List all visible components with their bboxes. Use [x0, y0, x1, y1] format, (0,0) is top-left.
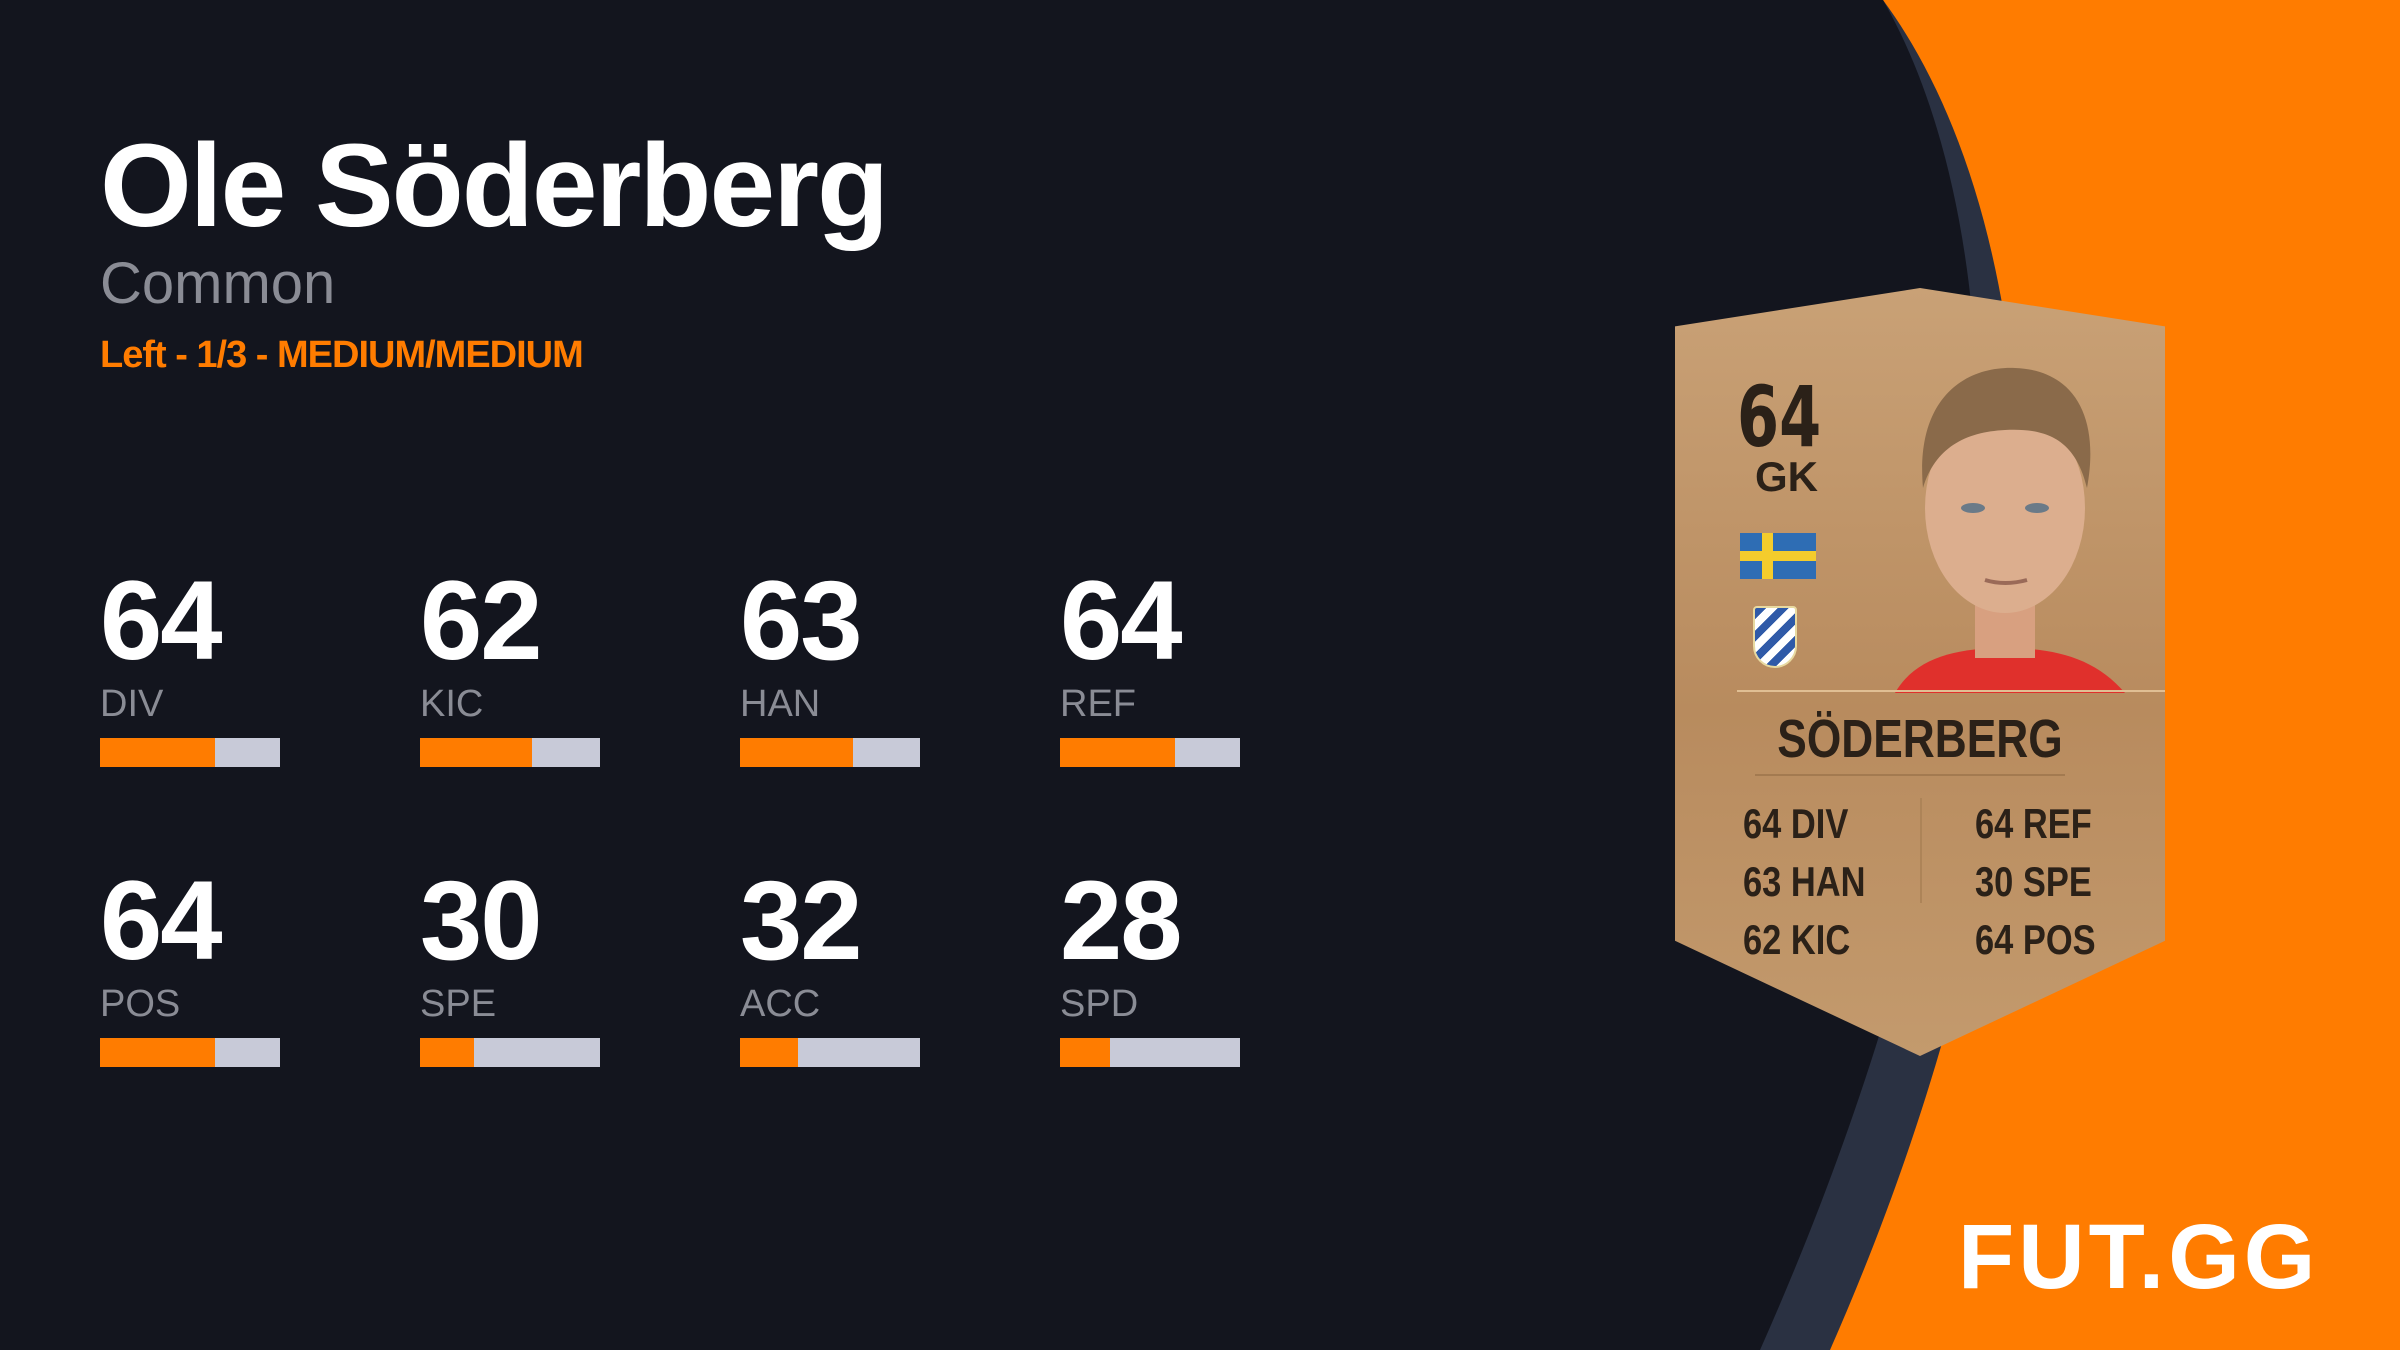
stat-bar — [740, 1038, 920, 1067]
stat-bar-fill — [420, 1038, 474, 1067]
card-divider — [1737, 690, 2165, 692]
card-stat: 64 DIV — [1743, 800, 1849, 847]
stat-label: DIV — [100, 683, 164, 725]
card-stat: 30 SPE — [1975, 858, 2092, 905]
stat-value: 64 — [1060, 558, 1183, 683]
stat-bar-fill — [100, 738, 216, 767]
stat-label: HAN — [740, 683, 821, 725]
stat-label: ACC — [740, 983, 821, 1025]
stat-bar — [1060, 738, 1240, 767]
card-rating: 64 — [1737, 368, 1822, 466]
stat-value: 62 — [420, 558, 543, 683]
stat-bar-fill — [1060, 738, 1176, 767]
stat-bar — [100, 738, 280, 767]
stat-bar — [420, 738, 600, 767]
stat-spe: 30 SPE — [420, 865, 600, 1067]
card-position: GK — [1755, 453, 1818, 500]
card-stat: 63 HAN — [1743, 858, 1866, 905]
stat-value: 32 — [740, 858, 863, 983]
stat-label: KIC — [420, 683, 484, 725]
stat-bar — [1060, 1038, 1240, 1067]
sweden-flag-icon — [1740, 533, 1816, 579]
stat-spd: 28 SPD — [1060, 865, 1240, 1067]
stat-value: 64 — [100, 858, 223, 983]
club-crest-icon — [1753, 606, 1797, 668]
stat-bar-fill — [740, 738, 854, 767]
player-details: Left - 1/3 - MEDIUM/MEDIUM — [100, 334, 584, 376]
card-stat: 64 REF — [1975, 800, 2092, 847]
stat-value: 30 — [420, 858, 543, 983]
stat-kic: 62 KIC — [420, 565, 600, 767]
stat-bar-fill — [420, 738, 532, 767]
rarity: Common — [100, 251, 336, 316]
card-name: SÖDERBERG — [1777, 709, 2063, 769]
player-photo — [1895, 367, 2125, 693]
card-name-underline — [1755, 774, 2065, 776]
stat-bar — [740, 738, 920, 767]
stat-bar-fill — [100, 1038, 216, 1067]
stat-label: POS — [100, 983, 181, 1025]
stat-pos: 64 POS — [100, 865, 280, 1067]
stat-value: 63 — [740, 558, 863, 683]
stat-value: 28 — [1060, 858, 1183, 983]
stat-value: 64 — [100, 558, 223, 683]
stat-bar-fill — [1060, 1038, 1111, 1067]
player-card: 64 GK SÖDERBERG 64 DIV 63 HAN 62 KIC 64 … — [1675, 288, 2165, 1056]
card-stat: 62 KIC — [1743, 916, 1851, 963]
stat-bar — [420, 1038, 600, 1067]
stat-label: SPD — [1060, 983, 1139, 1025]
card-stat: 64 POS — [1975, 916, 2096, 963]
player-name: Ole Söderberg — [100, 120, 889, 252]
futgg-logo: FUT.GG — [1958, 1206, 2320, 1308]
stat-label: SPE — [420, 983, 497, 1025]
stat-han: 63 HAN — [740, 565, 920, 767]
stat-bar — [100, 1038, 280, 1067]
stat-div: 64 DIV — [100, 565, 280, 767]
card-stats-separator — [1920, 798, 1922, 903]
stat-ref: 64 REF — [1060, 565, 1240, 767]
stat-bar-fill — [740, 1038, 798, 1067]
stat-label: REF — [1060, 683, 1136, 725]
stat-acc: 32 ACC — [740, 865, 920, 1067]
